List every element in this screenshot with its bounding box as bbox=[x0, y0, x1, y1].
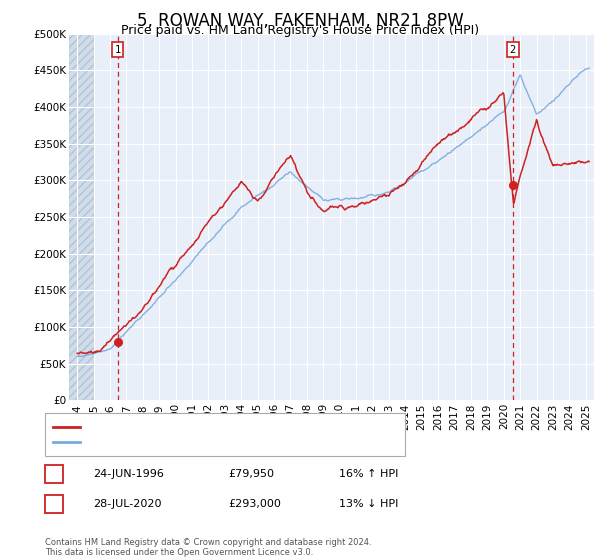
Text: 24-JUN-1996: 24-JUN-1996 bbox=[93, 469, 164, 479]
Text: £293,000: £293,000 bbox=[228, 499, 281, 509]
Text: 1: 1 bbox=[50, 469, 58, 479]
Text: HPI: Average price, detached house, North Norfolk: HPI: Average price, detached house, Nort… bbox=[85, 437, 348, 447]
Text: Contains HM Land Registry data © Crown copyright and database right 2024.
This d: Contains HM Land Registry data © Crown c… bbox=[45, 538, 371, 557]
Text: 28-JUL-2020: 28-JUL-2020 bbox=[93, 499, 161, 509]
Point bbox=[113, 337, 122, 346]
Text: 16% ↑ HPI: 16% ↑ HPI bbox=[339, 469, 398, 479]
Text: £79,950: £79,950 bbox=[228, 469, 274, 479]
Text: Price paid vs. HM Land Registry's House Price Index (HPI): Price paid vs. HM Land Registry's House … bbox=[121, 24, 479, 36]
Text: 2: 2 bbox=[50, 499, 58, 509]
Bar bbox=[69, 34, 94, 400]
Text: 1: 1 bbox=[115, 45, 121, 55]
Text: 2: 2 bbox=[509, 45, 516, 55]
Point bbox=[508, 181, 518, 190]
Text: 5, ROWAN WAY, FAKENHAM, NR21 8PW: 5, ROWAN WAY, FAKENHAM, NR21 8PW bbox=[137, 12, 463, 30]
Text: 5, ROWAN WAY, FAKENHAM, NR21 8PW (detached house): 5, ROWAN WAY, FAKENHAM, NR21 8PW (detach… bbox=[85, 422, 383, 432]
Text: 13% ↓ HPI: 13% ↓ HPI bbox=[339, 499, 398, 509]
